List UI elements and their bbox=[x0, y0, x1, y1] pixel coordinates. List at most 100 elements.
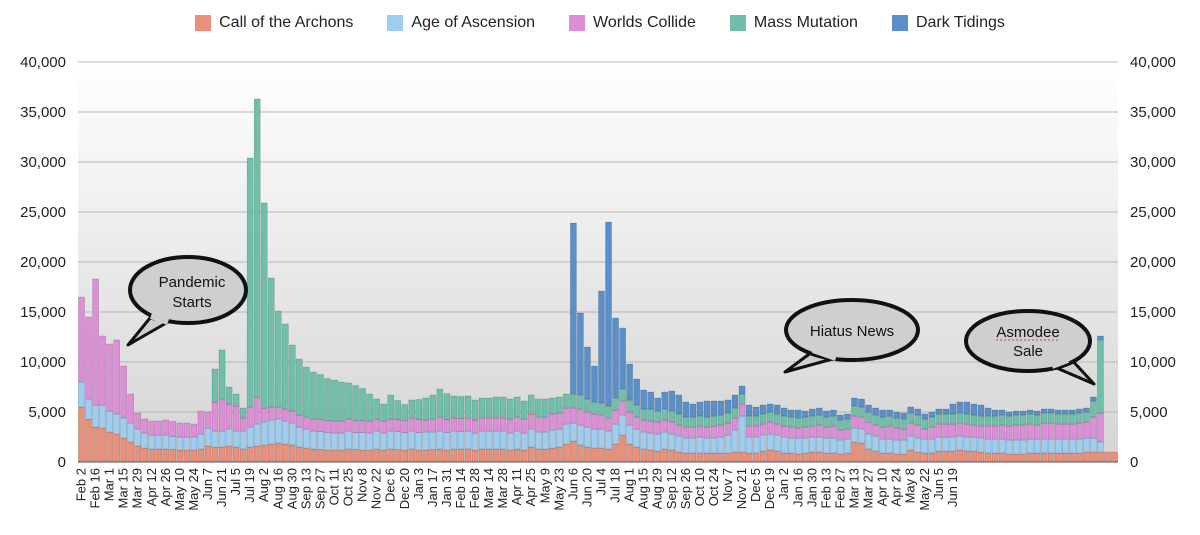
bar-segment-60-0 bbox=[499, 448, 507, 463]
bar-segment-99-1 bbox=[773, 434, 781, 452]
bar-segment-116-2 bbox=[893, 427, 900, 441]
bar-segment-31-2 bbox=[296, 414, 303, 428]
bar-segment-121-4 bbox=[928, 411, 936, 418]
bar-segment-59-2 bbox=[492, 417, 500, 432]
bar-segment-124-0 bbox=[949, 450, 957, 463]
bar-segment-96-2 bbox=[752, 425, 760, 438]
bar-segment-114-4 bbox=[879, 409, 886, 418]
bar-segment-16-0 bbox=[190, 449, 198, 463]
bar-segment-106-3 bbox=[823, 416, 830, 428]
bar-segment-122-4 bbox=[935, 408, 943, 415]
bar-segment-100-4 bbox=[780, 407, 788, 417]
bar-segment-139-0 bbox=[1055, 452, 1062, 463]
bar-segment-73-0 bbox=[591, 447, 598, 463]
bar-segment-113-1 bbox=[872, 435, 879, 452]
bar-segment-46-0 bbox=[401, 449, 409, 463]
bar-segment-136-4 bbox=[1033, 410, 1041, 416]
bar-segment-133-2 bbox=[1012, 424, 1020, 441]
x-tick-59: May 8 bbox=[903, 468, 918, 503]
bar-segment-88-2 bbox=[696, 425, 704, 438]
bar-segment-35-2 bbox=[324, 420, 331, 433]
bar-segment-40-0 bbox=[359, 449, 366, 463]
bar-segment-72-4 bbox=[584, 346, 591, 400]
bar-segment-4-2 bbox=[106, 343, 113, 412]
bar-segment-41-0 bbox=[366, 449, 373, 463]
bar-segment-49-1 bbox=[422, 431, 430, 451]
bar-segment-140-4 bbox=[1062, 409, 1069, 415]
callout-pandemic-line-2: Starts bbox=[172, 294, 211, 311]
bar-segment-32-2 bbox=[303, 416, 310, 430]
bar-segment-93-1 bbox=[731, 429, 739, 453]
bar-segment-84-1 bbox=[668, 433, 676, 451]
bar-segment-138-4 bbox=[1047, 408, 1055, 414]
bar-segment-56-1 bbox=[471, 432, 479, 451]
bar-segment-106-4 bbox=[823, 410, 830, 418]
callouts: Pandemic Starts Hiatus News Asmodee Sale bbox=[126, 255, 1096, 386]
bar-segment-104-2 bbox=[809, 425, 816, 438]
bar-segment-120-4 bbox=[921, 413, 929, 420]
bar-segment-78-0 bbox=[626, 443, 633, 463]
legend-item-2: Worlds Collide bbox=[569, 14, 696, 32]
y-tick-left-1: 5,000 bbox=[28, 404, 66, 421]
bar-segment-79-0 bbox=[633, 446, 640, 463]
bar-segment-37-2 bbox=[338, 420, 345, 434]
bar-segment-52-2 bbox=[443, 419, 451, 433]
callout-pandemic-line-1: Pandemic bbox=[159, 274, 226, 291]
bar-segment-127-1 bbox=[970, 436, 978, 452]
bar-segment-72-1 bbox=[584, 426, 591, 448]
x-tick-36: Jun 20 bbox=[579, 468, 594, 507]
bar-segment-79-2 bbox=[633, 416, 640, 430]
x-tick-6: Apr 26 bbox=[158, 468, 173, 506]
bar-segment-87-4 bbox=[689, 403, 697, 418]
x-tick-26: Jan 31 bbox=[439, 468, 454, 507]
bar-segment-19-1 bbox=[211, 430, 219, 448]
bar-segment-104-3 bbox=[809, 415, 816, 427]
bar-segment-82-1 bbox=[654, 433, 662, 452]
bar-segment-4-0 bbox=[106, 431, 113, 463]
bar-segment-128-0 bbox=[977, 451, 985, 463]
bar-segment-70-1 bbox=[570, 422, 577, 442]
bar-segment-112-4 bbox=[865, 404, 872, 413]
bar-segment-16-1 bbox=[190, 436, 198, 451]
bar-segment-136-0 bbox=[1033, 452, 1041, 463]
bar-segment-15-1 bbox=[183, 436, 191, 451]
x-tick-43: Sep 26 bbox=[678, 468, 693, 509]
bar-segment-33-1 bbox=[310, 430, 317, 450]
x-tick-17: Sep 27 bbox=[312, 468, 327, 509]
bar-segment-139-3 bbox=[1055, 413, 1062, 425]
y-tick-right-8: 40,000 bbox=[1130, 54, 1176, 71]
bar-segment-138-0 bbox=[1047, 452, 1055, 463]
bar-segment-138-3 bbox=[1047, 412, 1055, 424]
bar-segment-140-1 bbox=[1062, 438, 1069, 454]
bar-segment-106-1 bbox=[823, 437, 830, 454]
x-tick-28: Feb 28 bbox=[467, 468, 482, 508]
bar-segment-45-1 bbox=[394, 431, 401, 450]
bar-segment-82-2 bbox=[654, 421, 662, 435]
x-tick-8: May 24 bbox=[186, 468, 201, 511]
bar-segment-143-2 bbox=[1083, 421, 1090, 439]
legend-item-1: Age of Ascension bbox=[387, 14, 535, 32]
bar-segment-60-1 bbox=[499, 430, 507, 450]
x-tick-47: Nov 21 bbox=[734, 468, 749, 509]
bar-segment-113-4 bbox=[872, 407, 879, 416]
bar-segment-127-4 bbox=[970, 403, 978, 416]
bar-segment-92-0 bbox=[724, 452, 732, 463]
bar-segment-49-0 bbox=[422, 449, 430, 463]
bar-segment-143-4 bbox=[1083, 407, 1090, 413]
bar-segment-85-1 bbox=[675, 435, 683, 453]
bar-segment-95-4 bbox=[745, 404, 753, 417]
bar-segment-96-3 bbox=[752, 415, 760, 427]
bar-segment-76-0 bbox=[612, 443, 619, 463]
bar-segment-103-4 bbox=[802, 410, 809, 418]
bar-segment-129-4 bbox=[984, 407, 992, 417]
bar-segment-141-0 bbox=[1069, 452, 1076, 463]
bar-segment-131-0 bbox=[998, 452, 1006, 463]
bar-segment-135-0 bbox=[1026, 452, 1034, 463]
bar-segment-112-0 bbox=[865, 448, 872, 463]
y-tick-left-7: 35,000 bbox=[20, 104, 66, 121]
bar-segment-63-2 bbox=[520, 418, 528, 434]
bar-segment-93-0 bbox=[731, 451, 739, 463]
bar-segment-24-3 bbox=[246, 157, 254, 408]
bar-segment-77-0 bbox=[619, 434, 626, 463]
x-tick-60: May 22 bbox=[917, 468, 932, 511]
